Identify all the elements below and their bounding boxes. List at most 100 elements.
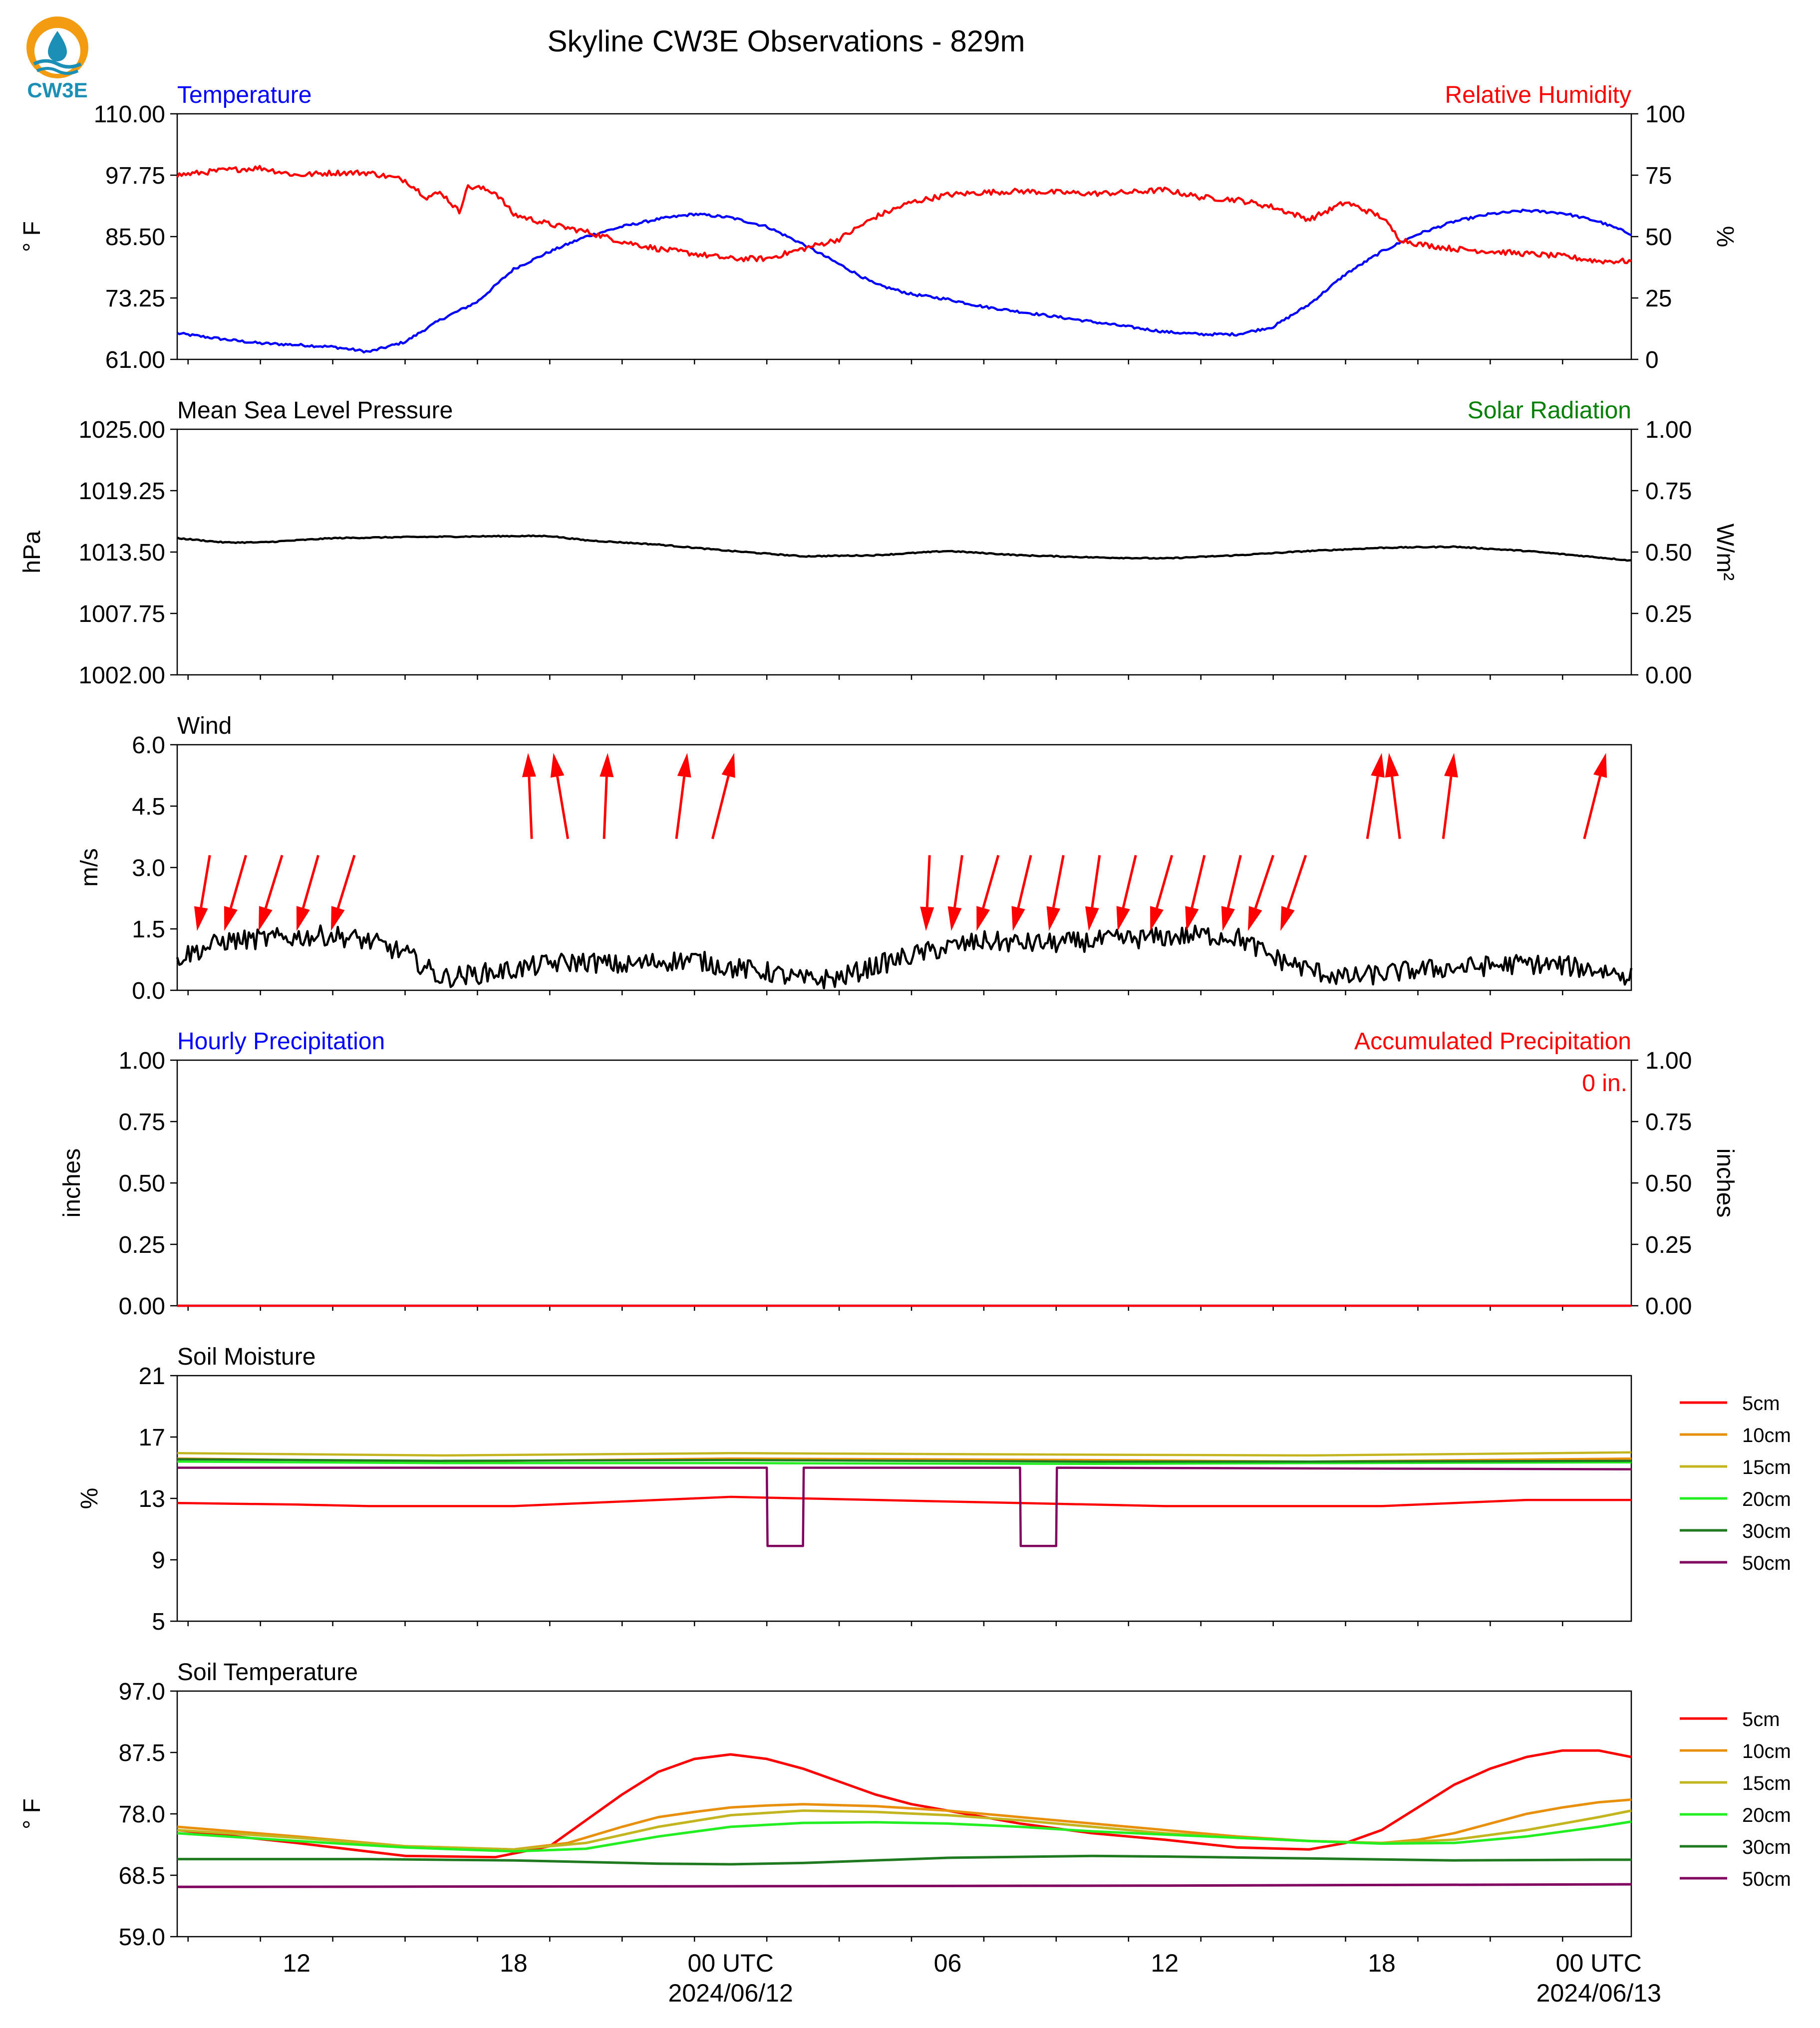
series-line-wind (176, 924, 1633, 990)
wind-arrow (1280, 855, 1307, 931)
wind-arrow-shaft (675, 776, 686, 839)
y-tick-label: 78.0 (119, 1801, 165, 1828)
wind-arrow (550, 753, 570, 840)
wind-arrow-head (677, 753, 691, 778)
wind-arrow-shaft (1226, 855, 1242, 908)
wind-arrow (1116, 855, 1137, 931)
wind-arrow-shaft (711, 776, 730, 840)
y-tick-label: 0.0 (132, 978, 165, 1004)
wind-arrow-head (1280, 906, 1295, 931)
wind-arrow-shaft (1191, 855, 1206, 908)
x-tick-label: 00 UTC (688, 1949, 774, 1977)
y-tick-label: 97.0 (119, 1679, 165, 1705)
y-tick-label-right: 1.00 (1645, 417, 1692, 443)
logo-wave-icon (33, 59, 82, 69)
y-tick-label: 17 (139, 1425, 165, 1451)
wind-arrow-shaft (1583, 776, 1601, 840)
wind-arrow-shaft (982, 855, 1000, 908)
wind-arrow-head (947, 906, 962, 931)
x-date-label: 2024/06/13 (1536, 1979, 1661, 2007)
y-tick-label-right: 0 (1645, 347, 1659, 373)
y-axis-label: ° F (19, 1798, 45, 1829)
x-tick-label: 00 UTC (1556, 1949, 1642, 1977)
wind-arrow-head (1221, 906, 1235, 931)
series-line-5cm (177, 1749, 1632, 1859)
wind-arrow (296, 855, 320, 931)
panel-soil_temp: Soil Temperature 97.0 87.5 78.0 68.5 59.0 ° F 5… (19, 1659, 1791, 1951)
series-line-30cm (177, 1854, 1631, 1866)
y-tick-label-right: 0.25 (1645, 1232, 1692, 1258)
wind-arrow-shaft (1122, 855, 1137, 908)
wind-arrow-shaft (230, 855, 248, 908)
wind-arrow-shaft (1254, 855, 1274, 909)
y-tick-label: 6.0 (132, 732, 165, 759)
wind-arrow (976, 855, 1000, 931)
wind-arrow (1442, 753, 1458, 839)
x-tick-label: 12 (1151, 1949, 1179, 1977)
wind-arrow (522, 753, 536, 839)
y-tick-label: 87.5 (119, 1740, 165, 1766)
y-tick-label-right: 75 (1645, 163, 1672, 189)
y-tick-label-right: 0.75 (1645, 1109, 1692, 1136)
wind-arrow-shaft (336, 855, 356, 909)
wind-arrow-head (1116, 906, 1130, 931)
wind-arrow-head (1185, 906, 1199, 931)
wind-arrow-head (920, 906, 934, 931)
y-tick-label-right: 0.50 (1645, 1170, 1692, 1197)
wind-arrow-shaft (925, 855, 931, 907)
series-line-50cm (177, 1883, 1632, 1888)
legend-label: 10cm (1742, 1425, 1791, 1447)
panel-title: Soil Moisture (177, 1344, 315, 1370)
legend-label: 50cm (1742, 1868, 1791, 1890)
panel-right-title: Solar Radiation (1468, 397, 1631, 424)
y-tick-label: 1013.50 (78, 540, 165, 566)
y-tick-label-right: 0.00 (1645, 662, 1692, 689)
wind-arrow-head (721, 753, 735, 778)
legend-label: 5cm (1742, 1709, 1780, 1731)
x-tick-label: 18 (1368, 1949, 1396, 1977)
wind-arrow (675, 753, 691, 839)
series-line-50cm (177, 1466, 1632, 1547)
series-line-15cm (177, 1451, 1632, 1457)
y-tick-label: 3.0 (132, 855, 165, 881)
panel-title: Mean Sea Level Pressure (177, 397, 453, 424)
wind-arrow-head (224, 906, 238, 931)
wind-arrow-head (1247, 906, 1262, 931)
wind-arrow-shaft (264, 855, 284, 909)
wind-arrow (1150, 855, 1174, 931)
wind-arrow-head (330, 906, 345, 931)
series-line-10cm (177, 1798, 1632, 1851)
y-tick-label: 97.75 (105, 163, 165, 189)
legend-label: 20cm (1742, 1804, 1791, 1826)
wind-arrow-shaft (1391, 776, 1401, 839)
y-tick-label: 13 (139, 1486, 165, 1512)
wind-arrow-shaft (528, 777, 533, 839)
y-tick-label-right: 25 (1645, 286, 1672, 312)
wind-arrow-head (259, 906, 273, 931)
y-tick-label: 0.00 (119, 1293, 165, 1320)
y-tick-label-right: 0.75 (1645, 478, 1692, 505)
wind-arrow (330, 855, 356, 931)
wind-arrow (1221, 855, 1242, 931)
legend-label: 10cm (1742, 1740, 1791, 1762)
y-tick-label: 85.50 (105, 224, 165, 251)
legend-label: 15cm (1742, 1772, 1791, 1794)
accumulated-label: 0 in. (1582, 1070, 1627, 1097)
panel-title: Wind (177, 713, 232, 739)
y-tick-label-right: 100 (1645, 101, 1685, 128)
y-tick-label: 61.00 (105, 347, 165, 373)
series-line-20cm (177, 1820, 1632, 1853)
y-tick-label: 1025.00 (78, 417, 165, 443)
wind-arrow-head (550, 753, 565, 778)
legend-label: 15cm (1742, 1456, 1791, 1478)
wind-arrow-head (1046, 906, 1061, 931)
y-axis-label: % (76, 1488, 103, 1509)
wind-arrow-shaft (1286, 855, 1307, 909)
y-tick-label: 0.75 (119, 1109, 165, 1136)
y-axis-label-right: % (1712, 226, 1738, 248)
wind-arrow (1583, 753, 1607, 840)
panel-right-title: Accumulated Precipitation (1354, 1028, 1631, 1055)
cw3e-logo: CW3E (26, 16, 88, 102)
wind-arrow-head (296, 906, 310, 931)
